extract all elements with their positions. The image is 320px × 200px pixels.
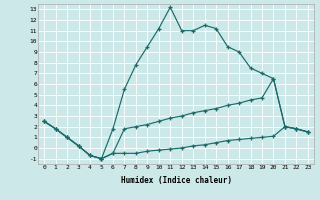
X-axis label: Humidex (Indice chaleur): Humidex (Indice chaleur)	[121, 176, 231, 185]
